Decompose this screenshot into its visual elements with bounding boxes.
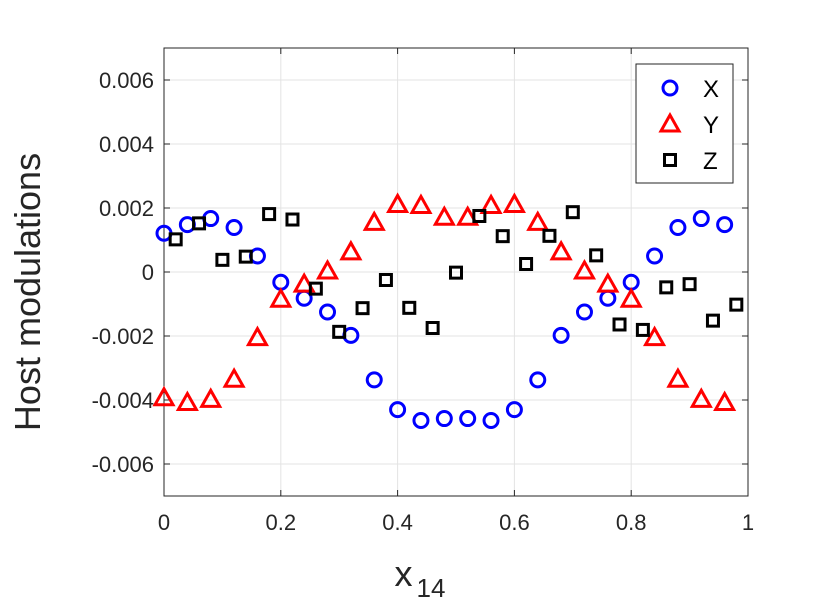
legend-marker-z — [663, 153, 677, 167]
legend-label-z: Z — [703, 148, 718, 175]
point-z — [565, 205, 580, 220]
x-tick-label: 0.2 — [266, 510, 297, 535]
point-z — [262, 207, 277, 222]
point-x — [365, 371, 383, 389]
point-y — [549, 239, 573, 261]
point-y — [269, 287, 293, 308]
point-z — [378, 273, 393, 287]
legend-box — [635, 63, 734, 184]
point-z — [472, 209, 487, 223]
legend-marker-y — [658, 111, 682, 133]
point-z — [332, 324, 347, 339]
point-x — [505, 401, 523, 419]
point-x — [412, 411, 430, 429]
point-z — [355, 301, 370, 316]
point-z — [542, 228, 557, 243]
point-y — [502, 192, 526, 213]
point-z — [635, 322, 650, 337]
point-x — [389, 401, 407, 419]
point-z — [449, 265, 463, 280]
point-y — [175, 390, 199, 412]
point-z — [192, 216, 207, 231]
point-y — [152, 385, 176, 407]
x-tick-label: 1 — [742, 510, 754, 535]
y-tick-label: -0.004 — [92, 388, 154, 413]
point-z — [682, 277, 697, 292]
y-axis-title: Host modulations — [7, 153, 48, 431]
point-y — [689, 387, 713, 408]
point-z — [238, 249, 253, 264]
y-tick-label: 0.004 — [99, 132, 154, 157]
point-z — [425, 321, 440, 335]
point-x — [692, 210, 710, 228]
point-x — [646, 247, 664, 265]
legend-label-x: X — [703, 76, 719, 103]
point-x — [552, 326, 570, 344]
point-y — [245, 325, 270, 347]
point-y — [572, 258, 597, 280]
point-y — [199, 387, 223, 408]
point-z — [729, 297, 744, 312]
x-tick-label: 0 — [158, 510, 170, 535]
point-y — [596, 272, 620, 293]
series-z — [168, 205, 744, 339]
point-z — [285, 212, 300, 227]
x-tick-label: 0.6 — [499, 510, 530, 535]
point-z — [402, 300, 417, 315]
point-x — [225, 219, 243, 237]
point-y — [526, 210, 550, 231]
point-y — [456, 205, 480, 226]
x-axis-subscript: 14 — [417, 573, 446, 603]
point-y — [642, 325, 667, 347]
point-y — [362, 210, 386, 231]
x-tick-labels: 0 0.2 0.4 0.6 0.8 1 — [158, 510, 754, 535]
point-z — [519, 257, 534, 271]
point-x — [482, 411, 500, 429]
point-z — [168, 232, 183, 247]
y-tick-label: 0 — [142, 260, 154, 285]
point-y — [339, 239, 363, 261]
point-z — [308, 281, 323, 296]
point-y — [222, 367, 246, 388]
axis-ticks — [163, 48, 749, 496]
point-z — [215, 252, 230, 267]
point-y — [292, 272, 316, 293]
point-x — [716, 216, 734, 234]
point-y — [432, 205, 456, 226]
x-axis-title: x 14 — [395, 553, 446, 603]
data-points — [152, 192, 744, 429]
point-y — [386, 192, 410, 213]
x-tick-label: 0.4 — [382, 510, 413, 535]
point-x — [669, 219, 687, 237]
point-y — [479, 193, 503, 214]
point-x — [319, 303, 337, 321]
point-x — [459, 410, 477, 428]
x-axis-label: x — [395, 553, 413, 594]
legend-label-y: Y — [703, 112, 719, 139]
point-z — [589, 248, 604, 263]
x-tick-label: 0.8 — [616, 510, 647, 535]
point-y — [409, 193, 433, 214]
y-tick-label: -0.002 — [92, 324, 154, 349]
legend: XYZ — [635, 63, 734, 184]
point-z — [705, 313, 720, 328]
y-tick-label: 0.006 — [99, 68, 154, 93]
point-x — [435, 410, 453, 428]
point-z — [495, 229, 510, 244]
point-x — [575, 303, 593, 321]
point-x — [529, 371, 547, 389]
legend-marker-x — [661, 79, 679, 97]
point-y — [666, 367, 690, 388]
y-tick-labels: -0.006 -0.004 -0.002 0 0.002 0.004 0.006 — [92, 68, 154, 477]
y-tick-label: -0.006 — [92, 452, 154, 477]
y-tick-label: 0.002 — [99, 196, 154, 221]
point-z — [612, 317, 627, 332]
point-y — [619, 287, 643, 308]
series-y — [152, 192, 737, 412]
point-y — [713, 390, 737, 412]
point-y — [315, 258, 340, 280]
point-z — [659, 280, 674, 295]
